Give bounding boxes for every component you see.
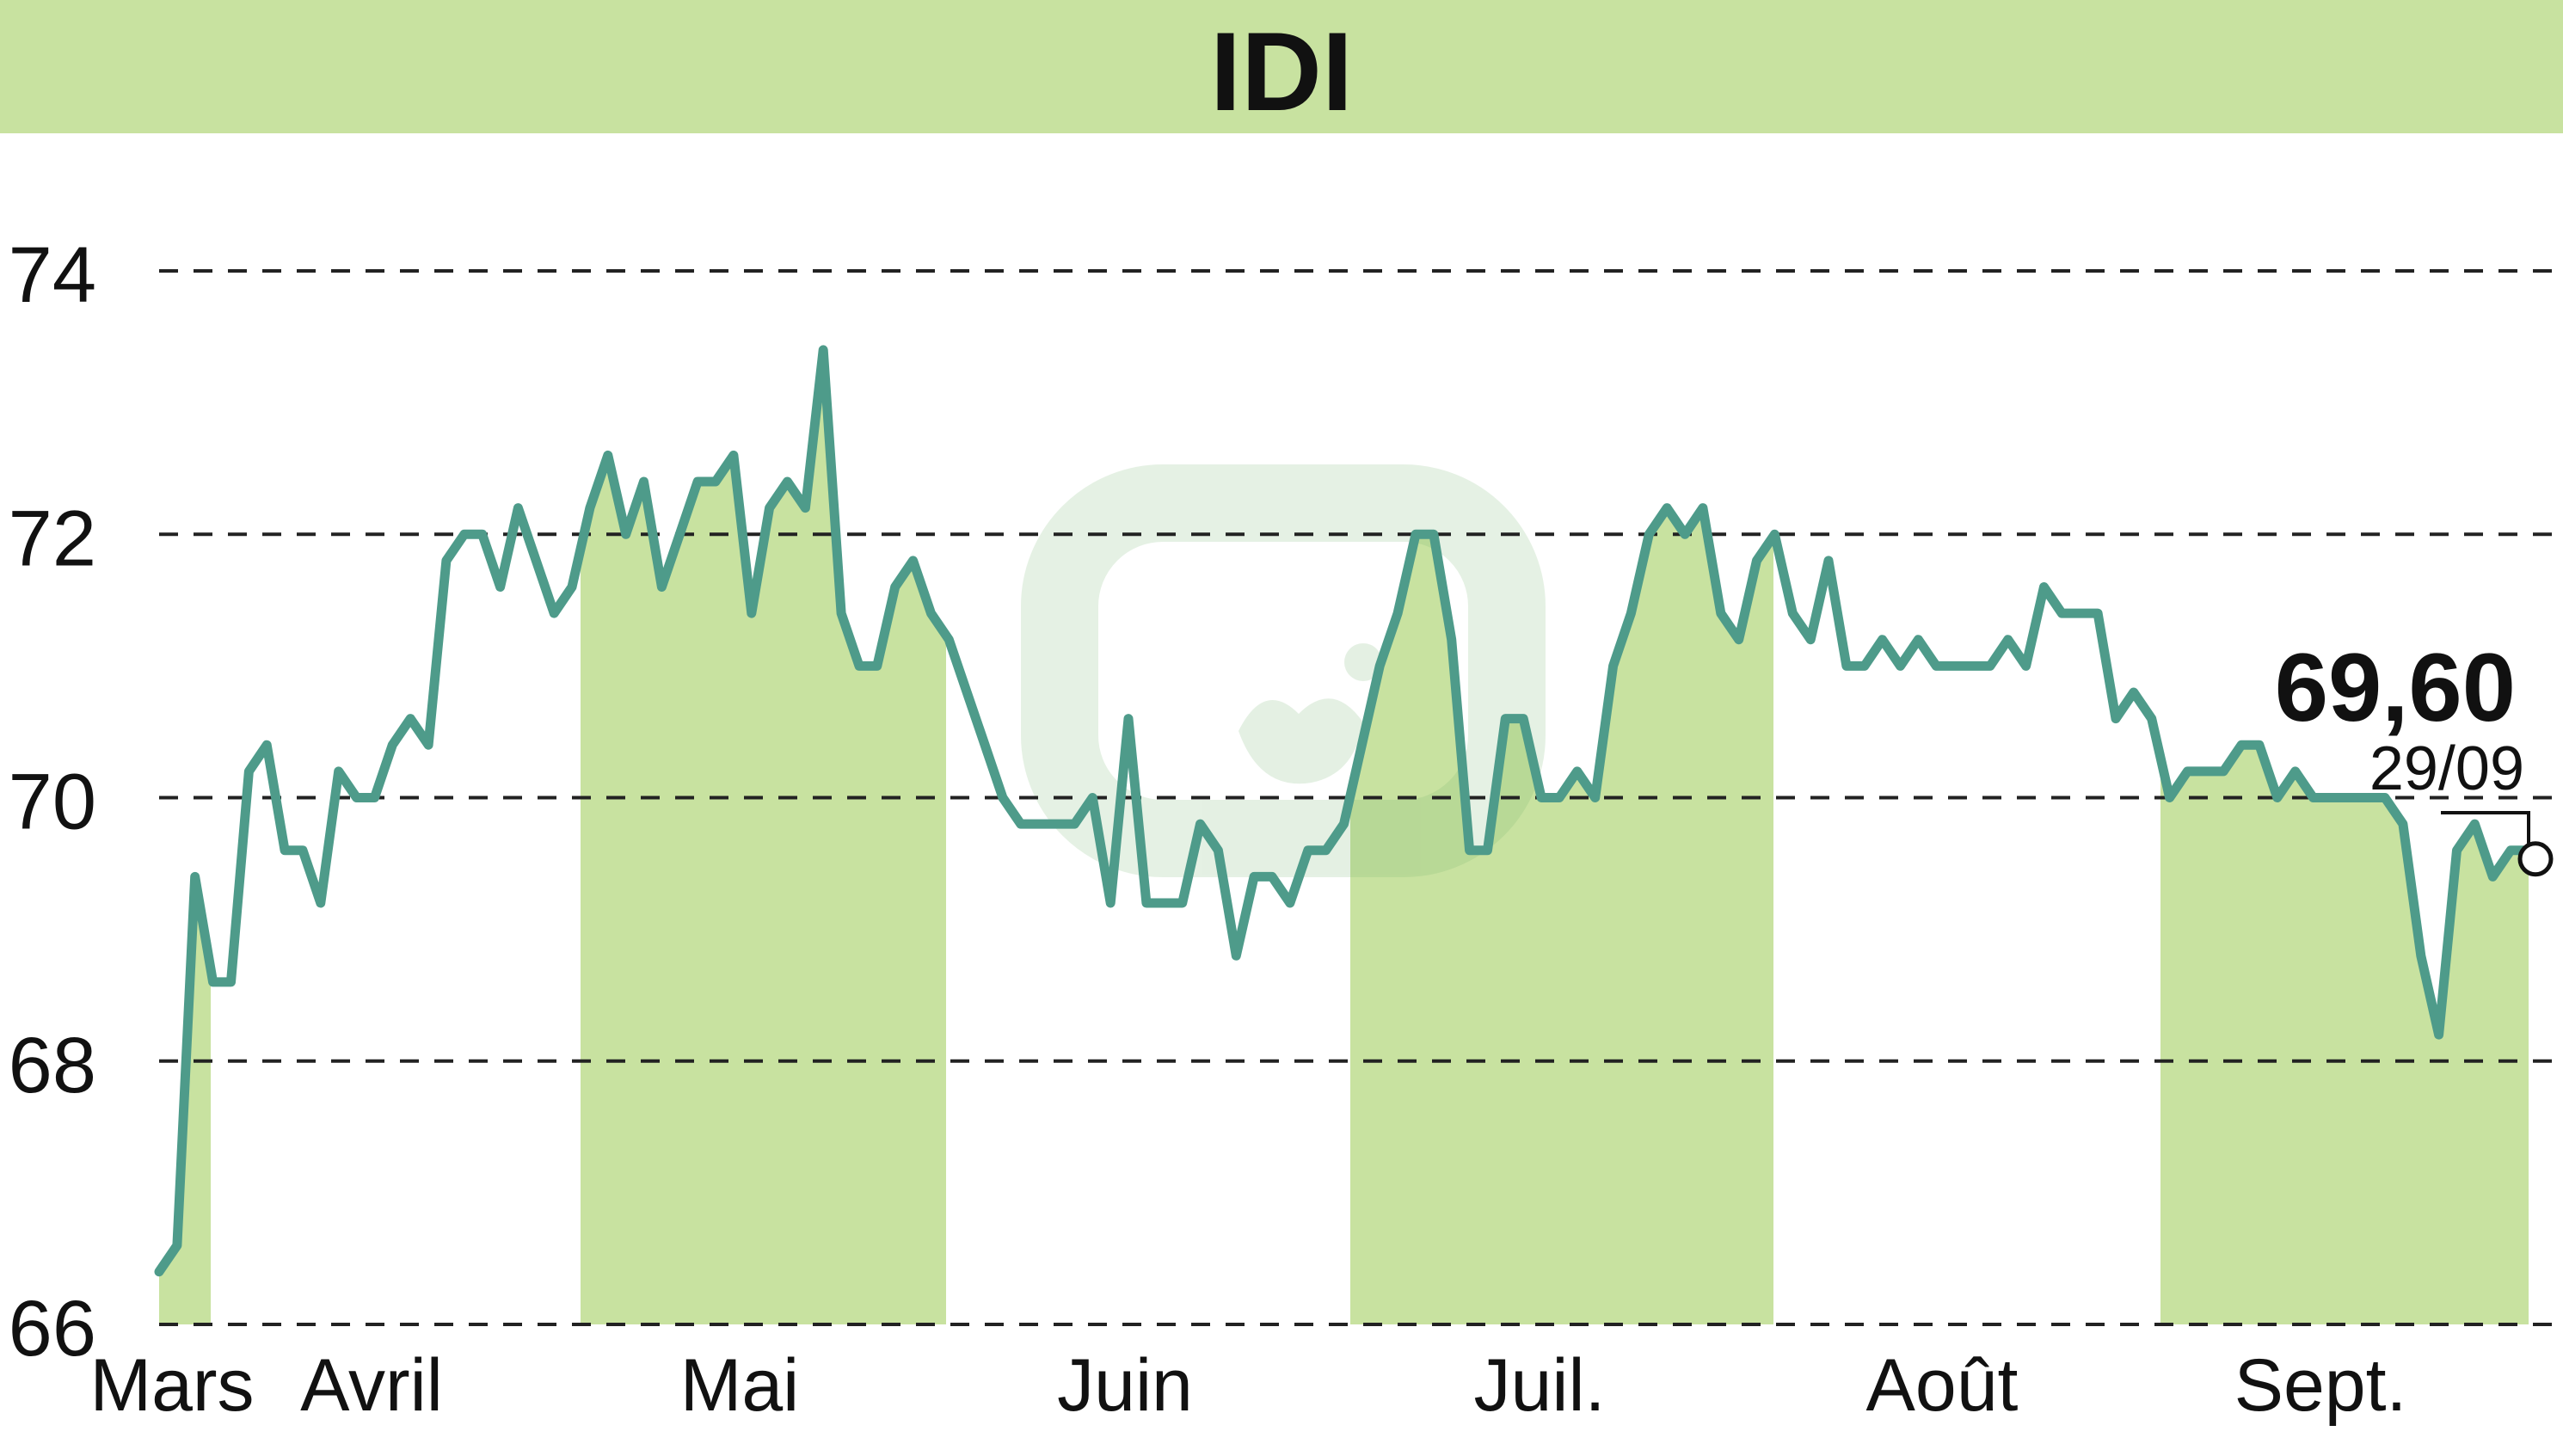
last-value-label: 69,60	[2275, 634, 2516, 741]
leader-line	[2441, 811, 2530, 844]
x-month-label: Sept.	[2234, 1344, 2407, 1427]
price-series	[154, 345, 2534, 1277]
x-month-label: Juin	[1057, 1344, 1193, 1427]
title-band	[0, 0, 2563, 133]
x-month-label: Mai	[680, 1344, 800, 1427]
gridlines	[159, 269, 2563, 1326]
y-tick-label: 74	[9, 231, 96, 319]
last-value-annotation: 69,60 29/09	[2275, 634, 2554, 877]
last-point-marker	[2517, 841, 2554, 877]
x-month-label: Juil.	[1474, 1344, 1606, 1427]
y-tick-label: 70	[9, 759, 96, 846]
x-month-label: Mars	[89, 1344, 254, 1427]
watermark-logo	[1021, 464, 1546, 877]
y-tick-label: 68	[9, 1022, 96, 1109]
x-month-label: Août	[1866, 1344, 2019, 1427]
y-tick-label: 72	[9, 495, 96, 582]
y-axis-ticks: 66 68 70 72 74	[9, 231, 96, 1373]
y-tick-label: 66	[9, 1285, 96, 1373]
chart-title: IDI	[1210, 9, 1353, 134]
x-axis-months: Mars Avril Mai Juin Juil. Août Sept.	[89, 1344, 2406, 1427]
x-month-label: Avril	[300, 1344, 443, 1427]
series-line	[154, 345, 2534, 1277]
last-date-label: 29/09	[2369, 734, 2524, 803]
